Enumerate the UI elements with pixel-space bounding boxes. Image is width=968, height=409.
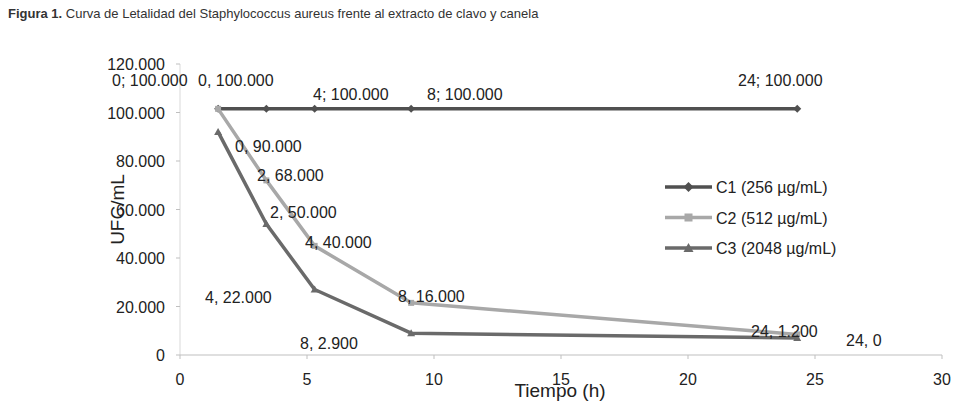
annotation: 24; 100.000 xyxy=(738,72,823,89)
series-line xyxy=(218,109,797,335)
x-tick xyxy=(307,355,308,359)
x-axis-title: Tiempo (h) xyxy=(514,380,605,401)
legend: C1 (256 µg/mL) C2 (512 µg/mL) C3 (2048 µg/… xyxy=(665,179,836,257)
annotation: 2, 68.000 xyxy=(257,167,324,184)
title-part: Figura 1. xyxy=(8,6,62,21)
x-tick-label: 0 xyxy=(176,371,185,388)
plot-area xyxy=(214,105,801,341)
y-tick xyxy=(176,209,180,210)
chart: Figura 1. Curva de Letalidad del Staphyl… xyxy=(0,0,968,409)
y-tick xyxy=(176,64,180,65)
annotation: 4, 40.000 xyxy=(305,234,372,251)
legend-label: C1 (256 µg/mL) xyxy=(716,179,827,196)
point-marker xyxy=(215,106,221,112)
annotation: 8, 16.000 xyxy=(398,288,465,305)
x-tick-label: 30 xyxy=(933,371,951,388)
series-line xyxy=(218,132,797,338)
y-tick-label: 100.000 xyxy=(107,105,165,122)
legend-label: C3 (2048 µg/mL) xyxy=(716,240,836,257)
legend-marker xyxy=(684,182,694,192)
point-marker xyxy=(262,105,270,113)
point-marker xyxy=(214,105,222,113)
point-marker xyxy=(311,286,319,293)
title: Figura 1. Curva de Letalidad del Staphyl… xyxy=(8,6,539,21)
x-tick xyxy=(942,355,943,359)
point-marker xyxy=(407,329,415,336)
annotation: 4; 100.000 xyxy=(313,86,389,103)
point-marker xyxy=(793,105,801,113)
y-tick xyxy=(176,258,180,259)
annotation: 24, 1.200 xyxy=(751,323,818,340)
annotation: 0, 100.000 xyxy=(198,72,274,89)
annotation: 8, 2.900 xyxy=(300,335,358,352)
point-marker xyxy=(407,105,415,113)
y-tick-label: 40.000 xyxy=(116,250,165,267)
legend-label: C2 (512 µg/mL) xyxy=(716,210,827,227)
y-tick xyxy=(176,355,180,356)
title-part: Curva de Letalidad del Staphylococcus au… xyxy=(62,6,539,21)
annotation: 4, 22.000 xyxy=(205,289,272,306)
annotation: 0, 90.000 xyxy=(235,138,302,155)
point-marker xyxy=(311,105,319,113)
y-tick xyxy=(176,161,180,162)
y-tick-label: 0 xyxy=(156,347,165,364)
y-axis-title: UFC/mL xyxy=(107,174,128,245)
annotation: 2, 50.000 xyxy=(270,204,337,221)
y-tick-label: 80.000 xyxy=(116,153,165,170)
annotation: 8; 100.000 xyxy=(427,86,503,103)
series-line xyxy=(218,107,797,111)
x-tick xyxy=(180,355,181,359)
x-tick-label: 20 xyxy=(679,371,697,388)
point-marker xyxy=(262,220,270,227)
annotation: 0; 100.000 xyxy=(112,72,188,89)
point-marker xyxy=(214,128,222,135)
y-tick xyxy=(176,306,180,307)
legend-marker xyxy=(685,214,693,222)
y-tick xyxy=(176,112,180,113)
x-tick-label: 5 xyxy=(303,371,312,388)
x-tick xyxy=(688,355,689,359)
y-tick-label: 120.000 xyxy=(107,56,165,73)
x-tick-label: 25 xyxy=(806,371,824,388)
x-tick-label: 10 xyxy=(425,371,443,388)
x-tick xyxy=(561,355,562,359)
x-tick xyxy=(434,355,435,359)
annotation: 24, 0 xyxy=(846,332,882,349)
y-tick-label: 20.000 xyxy=(116,299,165,316)
legend-marker xyxy=(684,243,694,252)
x-tick xyxy=(815,355,816,359)
